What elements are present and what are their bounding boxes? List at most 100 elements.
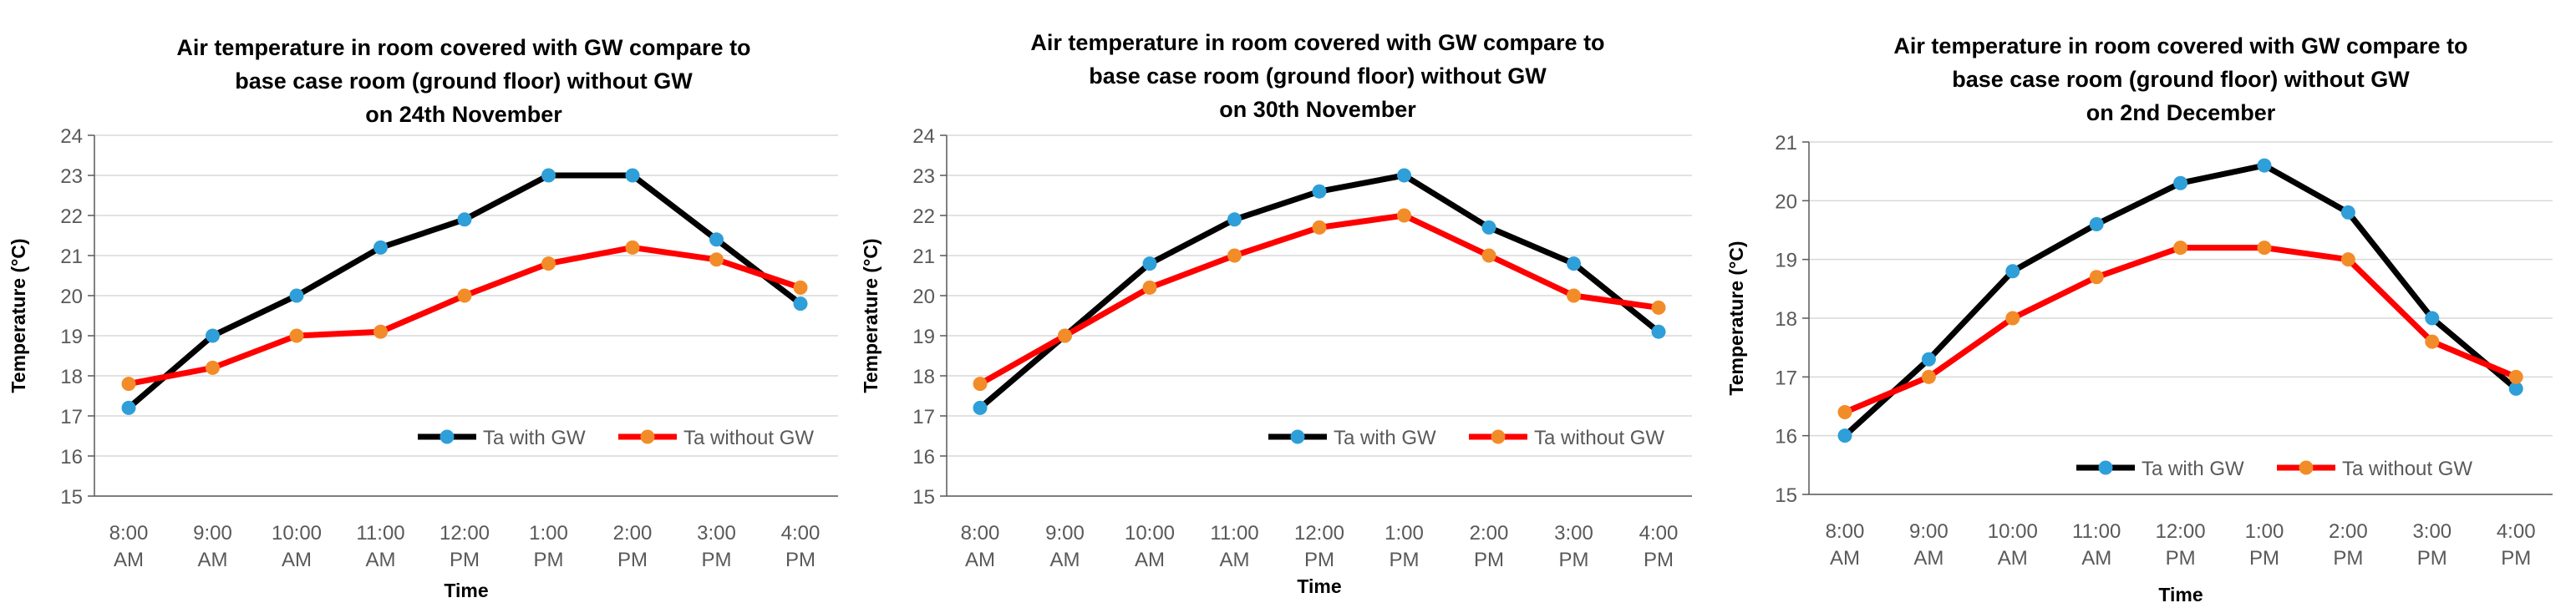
x-tick-label-period: PM xyxy=(1390,549,1420,571)
data-point xyxy=(289,328,304,343)
data-point xyxy=(1921,352,1936,367)
data-point xyxy=(2089,216,2104,231)
data-point xyxy=(1481,220,1496,235)
data-point xyxy=(1142,256,1157,271)
x-axis-label: Time xyxy=(444,580,488,601)
x-tick-label: 8:00 xyxy=(961,522,1000,545)
x-tick-label-period: PM xyxy=(1644,549,1674,571)
y-tick-label: 17 xyxy=(60,406,83,428)
chart-panel: Air temperature in room covered with GW … xyxy=(8,35,838,601)
y-tick-label: 21 xyxy=(60,246,83,268)
series-line-with-gw xyxy=(1842,162,2518,438)
x-tick-label-period: AM xyxy=(965,549,995,571)
x-tick-label-period: AM xyxy=(1998,547,2028,570)
data-point xyxy=(1227,212,1242,227)
x-tick-label: 11:00 xyxy=(356,522,404,545)
chart-title-line: Air temperature in room covered with GW … xyxy=(1030,30,1604,55)
y-axis-label: Temperature (°C) xyxy=(1725,241,1747,395)
y-tick-label: 23 xyxy=(912,165,935,188)
x-tick-label-period: AM xyxy=(282,549,312,571)
data-point xyxy=(1397,168,1411,183)
legend-label: Ta without GW xyxy=(2342,458,2472,480)
chart-title-line: base case room (ground floor) without GW xyxy=(235,68,693,94)
data-point xyxy=(373,324,388,339)
legend-label: Ta with GW xyxy=(1334,427,1436,449)
y-tick-label: 19 xyxy=(60,326,83,348)
data-point xyxy=(541,168,556,183)
data-point xyxy=(2257,241,2272,256)
x-tick-label: 11:00 xyxy=(2072,520,2121,543)
x-tick-label-period: AM xyxy=(198,549,228,571)
data-point xyxy=(1651,300,1666,315)
x-tick-label: 11:00 xyxy=(1210,522,1258,545)
x-tick-label: 10:00 xyxy=(1125,522,1175,545)
y-tick-label: 21 xyxy=(912,246,935,268)
data-point xyxy=(206,328,220,343)
x-tick-label-period: AM xyxy=(2081,547,2111,570)
y-tick-label: 20 xyxy=(60,286,83,308)
data-point xyxy=(1312,184,1327,199)
data-point xyxy=(2340,205,2355,220)
y-tick-label: 17 xyxy=(912,406,935,428)
chart-title-line: Air temperature in room covered with GW … xyxy=(176,35,750,60)
chart-panel: Air temperature in room covered with GW … xyxy=(860,30,1692,597)
x-tick-label: 4:00 xyxy=(781,522,821,545)
data-point xyxy=(1058,328,1072,343)
legend-label: Ta without GW xyxy=(683,427,814,449)
x-tick-label: 1:00 xyxy=(2245,520,2284,543)
data-point xyxy=(289,288,304,303)
chart-title-line: on 24th November xyxy=(365,102,562,127)
x-tick-label: 12:00 xyxy=(2156,520,2206,543)
data-point xyxy=(1397,208,1411,223)
x-tick-label-period: PM xyxy=(2417,547,2447,570)
x-axis-label: Time xyxy=(1297,575,1341,597)
x-tick-label: 2:00 xyxy=(2329,520,2368,543)
x-tick-label: 10:00 xyxy=(272,522,322,545)
y-tick-label: 15 xyxy=(1775,484,1797,507)
data-point xyxy=(2508,381,2523,396)
y-tick-label: 16 xyxy=(60,446,83,469)
data-point xyxy=(793,280,808,295)
x-tick-label: 8:00 xyxy=(109,522,149,545)
x-tick-label: 4:00 xyxy=(2497,520,2536,543)
data-point xyxy=(2257,158,2272,173)
chart-title-line: base case room (ground floor) without GW xyxy=(1089,63,1547,89)
x-tick-label: 12:00 xyxy=(1294,522,1344,545)
legend-marker xyxy=(640,429,655,444)
legend-label: Ta with GW xyxy=(483,427,586,449)
x-tick-label-period: PM xyxy=(617,549,648,571)
legend-label: Ta with GW xyxy=(2142,458,2244,480)
data-point xyxy=(1312,220,1327,235)
x-tick-label: 2:00 xyxy=(1470,522,1509,545)
x-tick-label: 9:00 xyxy=(1045,522,1085,545)
chart-title-line: Air temperature in room covered with GW … xyxy=(1893,33,2467,58)
x-tick-label-period: PM xyxy=(2166,547,2196,570)
y-tick-label: 16 xyxy=(1775,426,1797,448)
data-point xyxy=(1142,280,1157,295)
x-tick-label-period: AM xyxy=(114,549,144,571)
x-tick-label: 9:00 xyxy=(1909,520,1949,543)
chart-title-line: on 2nd December xyxy=(2086,100,2276,125)
data-point xyxy=(2340,252,2355,267)
legend-marker xyxy=(2299,460,2314,475)
data-point xyxy=(625,168,640,183)
x-tick-label: 1:00 xyxy=(1385,522,1424,545)
y-tick-label: 17 xyxy=(1775,367,1797,389)
data-point xyxy=(1921,369,1936,384)
x-tick-label-period: PM xyxy=(534,549,564,571)
y-tick-label: 20 xyxy=(912,286,935,308)
data-point xyxy=(973,400,988,415)
series-line-with-gw xyxy=(978,172,1661,411)
x-tick-label: 3:00 xyxy=(1554,522,1593,545)
data-point xyxy=(709,252,724,267)
y-tick-label: 19 xyxy=(912,326,935,348)
series-line-without-gw xyxy=(978,212,1659,387)
data-point xyxy=(1481,248,1496,263)
data-point xyxy=(2005,311,2020,326)
x-tick-label-period: PM xyxy=(2333,547,2363,570)
legend-label: Ta without GW xyxy=(1534,427,1664,449)
data-point xyxy=(1567,256,1581,271)
data-point xyxy=(625,240,640,255)
x-tick-label: 4:00 xyxy=(1639,522,1679,545)
data-point xyxy=(121,377,136,392)
